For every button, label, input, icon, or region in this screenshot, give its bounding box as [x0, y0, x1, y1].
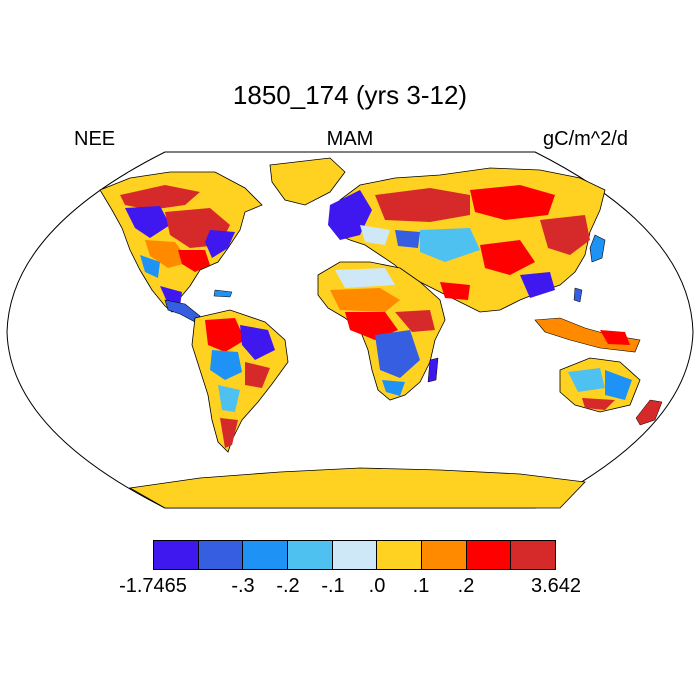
- colorbar-tick-label: .2: [457, 575, 475, 597]
- colorbar-box-2: [198, 541, 244, 569]
- colorbar-tick-label: -1.7465: [119, 575, 187, 597]
- colorbar-box-9: [511, 541, 556, 569]
- colorbar-tick-label: -.1: [321, 575, 345, 597]
- new-zealand: [635, 399, 663, 426]
- colorbar-tick-label: -.2: [276, 575, 300, 597]
- colorbar-tick-label: .0: [368, 575, 386, 597]
- map-title: 1850_174 (yrs 3-12): [232, 80, 468, 110]
- colorbar-box-6: [377, 541, 423, 569]
- colorbar-tick-label: .1: [412, 575, 430, 597]
- colorbar-box-1: [154, 541, 199, 569]
- greenland: [269, 157, 346, 206]
- season-label: MAM: [326, 128, 374, 150]
- colorbar-box-5: [332, 541, 378, 569]
- madagascar: [427, 357, 439, 383]
- colorbar: [153, 540, 556, 570]
- colorbar-tick-label: -.3: [231, 575, 255, 597]
- colorbar-box-8: [466, 541, 512, 569]
- colorbar-box-3: [243, 541, 289, 569]
- antarctica: [128, 467, 586, 509]
- units-label: gC/m^2/d: [543, 128, 628, 150]
- colorbar-box-7: [422, 541, 467, 569]
- colorbar-tick-label: 3.642: [530, 575, 582, 597]
- japan: [589, 234, 606, 263]
- colorbar-box-4: [288, 541, 333, 569]
- variable-label: NEE: [74, 128, 116, 150]
